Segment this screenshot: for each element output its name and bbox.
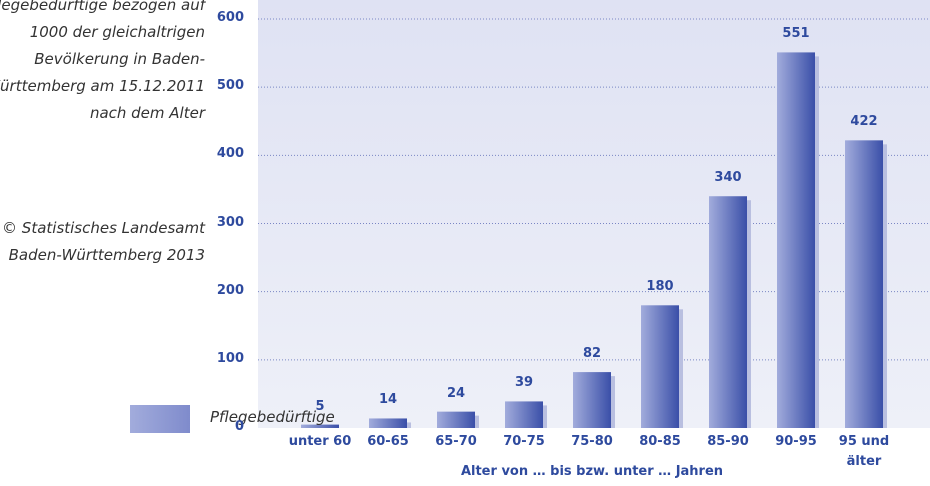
- bar: [437, 411, 475, 428]
- x-tick-label: 70-75: [503, 434, 545, 449]
- bar: [573, 372, 611, 428]
- x-tick-label: 80-85: [639, 434, 681, 449]
- source-note: © Statistisches Landesamt Baden-Württemb…: [2, 219, 205, 264]
- x-tick-label: 60-65: [367, 434, 409, 449]
- bar: [641, 305, 679, 428]
- value-label: 14: [378, 392, 398, 408]
- legend-swatch: [130, 405, 190, 433]
- y-tick-label: 400: [216, 146, 244, 162]
- x-tick-label: 85-90: [707, 434, 749, 449]
- bar: [845, 140, 883, 428]
- bar: [777, 52, 815, 428]
- x-tick-label: unter 60: [288, 434, 352, 449]
- x-axis-label: Alter von … bis bzw. unter … Jahren: [460, 464, 724, 479]
- value-label: 39: [514, 375, 534, 391]
- plot-area: [258, 0, 930, 428]
- bar: [369, 418, 407, 428]
- x-tick-label: 65-70: [435, 434, 477, 449]
- value-label: 82: [582, 346, 602, 362]
- x-tick-label: 95 und älter: [838, 434, 890, 469]
- y-tick-label: 0: [234, 419, 244, 434]
- bar: [505, 401, 543, 428]
- value-label: 24: [446, 385, 466, 401]
- y-tick-label: 100: [216, 350, 244, 366]
- y-tick-label: 600: [216, 10, 244, 25]
- x-tick-label: 75-80: [571, 434, 613, 449]
- y-tick-label: 500: [216, 78, 244, 94]
- value-label: 422: [850, 114, 878, 130]
- value-label: 340: [714, 170, 742, 186]
- value-label: 180: [646, 279, 674, 295]
- bar: [709, 196, 747, 428]
- y-tick-label: 200: [216, 282, 244, 298]
- chart-title: Pflegebedürftige bezogen auf 1000 der gl…: [0, 0, 205, 122]
- value-label: 551: [782, 26, 810, 42]
- value-label: 5: [315, 398, 325, 414]
- bar: [301, 424, 339, 428]
- legend-label: Pflegebedürftige: [210, 408, 335, 426]
- y-tick-label: 300: [216, 214, 244, 230]
- x-tick-label: 90-95: [775, 434, 817, 449]
